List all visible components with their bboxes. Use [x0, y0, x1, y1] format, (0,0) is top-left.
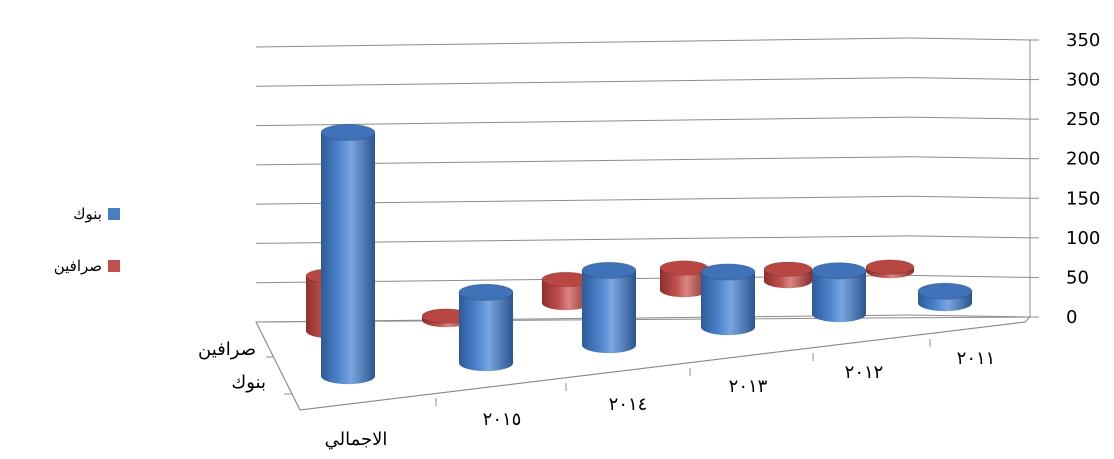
- gridline: [255, 77, 911, 87]
- legend-label-banks: بنوك: [73, 205, 102, 223]
- bar-banks-top: [700, 263, 756, 281]
- bar-exchangers: [865, 259, 915, 279]
- legend-label-exchangers: صرافين: [53, 257, 102, 275]
- gridline-end: [909, 195, 1031, 199]
- y-tick-label: 0: [1066, 307, 1077, 328]
- y-tick-label: 100: [1066, 228, 1100, 249]
- bar-banks-top: [811, 262, 867, 280]
- y-tick-label: 300: [1066, 70, 1100, 91]
- depth-label-banks: بنوك: [231, 372, 266, 393]
- axes: [255, 39, 1039, 411]
- bar-banks-body: [812, 270, 866, 323]
- x-tick-label: ٢٠١٤: [609, 394, 648, 415]
- depth-axis-line: [255, 321, 301, 411]
- depth-label-exchangers: صرافين: [198, 339, 256, 360]
- y-tick-label: 150: [1066, 188, 1100, 209]
- legend-swatch-exchangers: [108, 260, 120, 272]
- legend-swatch-banks: [108, 208, 120, 220]
- axis-labels: 0 50 100 150 200 250 300 350 الاجمالي ٢٠١٥ ٢٠١٤ ٢٠١…: [198, 30, 1100, 450]
- bar-banks-body: [701, 272, 755, 336]
- bar-exchangers-top: [865, 259, 915, 275]
- bar-exchangers: [421, 308, 471, 328]
- gridline-end: [909, 77, 1031, 81]
- bar-banks-top: [581, 261, 637, 279]
- x-tick-label: ٢٠١٢: [845, 362, 884, 383]
- bar-banks-top: [917, 282, 973, 300]
- bar-banks: [458, 283, 514, 372]
- x-tick-label: ٢٠١٣: [729, 376, 768, 397]
- bar-banks: [581, 261, 637, 354]
- bar-banks-top: [458, 283, 514, 301]
- y-tick-label: 200: [1066, 149, 1100, 170]
- gridline-end: [909, 274, 1031, 278]
- y-tick-label: 350: [1066, 30, 1100, 51]
- bar-banks-top: [320, 123, 376, 142]
- y-tick-label: 50: [1066, 267, 1089, 288]
- bar-exchangers-top: [763, 261, 813, 277]
- x-axis-line: [299, 321, 1026, 411]
- bar-exchangers: [541, 271, 591, 311]
- bar-banks-body: [321, 132, 375, 385]
- legend-item-exchangers: صرافين: [12, 254, 120, 278]
- x-tick-label: الاجمالي: [325, 429, 388, 450]
- gridline: [255, 116, 911, 127]
- gridline: [255, 37, 911, 48]
- y-tick-label: 250: [1066, 109, 1100, 130]
- bar-banks: [811, 262, 867, 323]
- bar-exchangers: [659, 260, 709, 298]
- gridline-end: [909, 116, 1031, 120]
- bar-exchangers-body: [660, 268, 708, 298]
- bar-banks: [700, 263, 756, 336]
- bar-exchangers: [763, 261, 813, 289]
- bar-banks: [917, 282, 973, 312]
- bar-banks-body: [582, 270, 636, 354]
- bars: [305, 123, 973, 385]
- gridline-end: [909, 37, 1031, 41]
- bar-banks-body: [459, 292, 513, 372]
- gridline-end: [909, 235, 1031, 239]
- bar-banks: [320, 123, 376, 385]
- x-tick-label: ٢٠١١: [957, 348, 996, 369]
- x-tick-label: ٢٠١٥: [483, 409, 522, 430]
- bar-exchangers-body: [542, 279, 590, 311]
- gridline-end: [909, 156, 1031, 160]
- legend-item-banks: بنوك: [12, 202, 120, 226]
